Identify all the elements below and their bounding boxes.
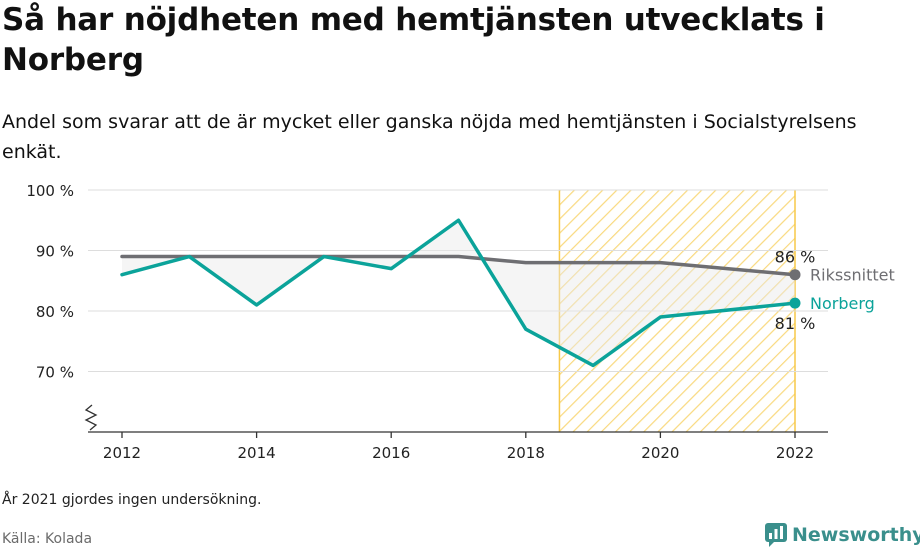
chart-subtitle: Andel som svarar att de är mycket eller … bbox=[2, 111, 857, 163]
x-tick-label: 2018 bbox=[507, 444, 545, 462]
chart-title: Så har nöjdheten med hemtjänsten utveckl… bbox=[2, 2, 825, 78]
brand-name: Newsworthy bbox=[792, 524, 920, 546]
end-value-label: 86 % bbox=[775, 248, 816, 267]
y-tick-label: 70 % bbox=[36, 364, 74, 382]
x-tick-label: 2020 bbox=[641, 444, 679, 462]
y-tick-label: 90 % bbox=[36, 243, 74, 261]
series-name-label: Norberg bbox=[810, 294, 875, 313]
x-tick-label: 2016 bbox=[372, 444, 410, 462]
newsworthy-logo-icon bbox=[765, 523, 787, 547]
x-tick-label: 2012 bbox=[103, 444, 141, 462]
y-tick-label: 100 % bbox=[26, 182, 74, 200]
series-name-label: Rikssnittet bbox=[810, 266, 895, 285]
series-line-norberg bbox=[120, 218, 797, 368]
end-value-label: 81 % bbox=[775, 314, 816, 333]
brand-logo[interactable]: Newsworthy bbox=[764, 520, 920, 550]
footnote: År 2021 gjordes ingen undersökning. bbox=[2, 492, 262, 508]
series-endpoint-rikssnittet bbox=[789, 269, 801, 281]
gridlines: 70 % 80 % 90 % 100 % bbox=[26, 182, 828, 382]
x-tick-label: 2022 bbox=[776, 444, 814, 462]
series-endpoint-norberg bbox=[789, 297, 801, 309]
y-axis-break-icon bbox=[84, 404, 98, 431]
series-lines bbox=[120, 218, 801, 368]
x-tick-label: 2014 bbox=[238, 444, 276, 462]
y-tick-label: 80 % bbox=[36, 303, 74, 321]
source-text: Källa: Kolada bbox=[2, 531, 93, 547]
series-line-rikssnittet bbox=[120, 254, 797, 277]
axes: 2012 2014 2016 2018 2020 2022 bbox=[84, 404, 828, 462]
